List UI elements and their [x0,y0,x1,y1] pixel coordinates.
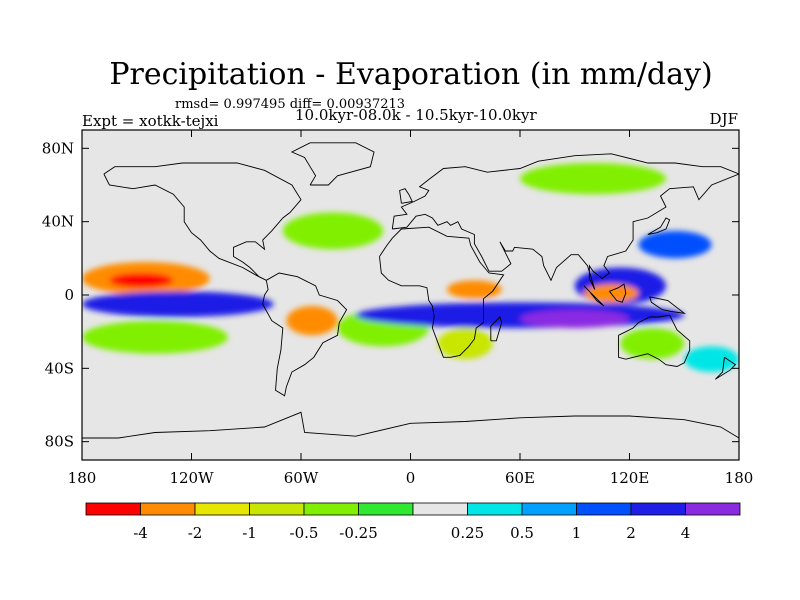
x-tick-label: 180 [725,469,754,487]
season-label: DJF [710,110,738,128]
colorbar-label: -0.5 [290,524,319,542]
x-tick-label: 120W [169,469,214,487]
x-tick-label: 120E [610,469,650,487]
x-tick-label: 60E [505,469,535,487]
south-africa-green [437,328,493,360]
madagascar-coast [490,316,503,342]
colorbar-swatch [249,502,305,516]
x-tick-label: 180 [68,469,97,487]
west-africa-dry [447,280,502,299]
period-label: 10.0kyr-08.0k - 10.5kyr-10.0kyr [295,106,537,124]
field-layer [82,163,739,372]
colorbar-swatch [140,502,196,516]
y-tick-label: 80S [45,433,74,451]
south-pacific-green [82,320,228,354]
uk-coast [399,188,413,204]
indian-ocean-purple [520,309,630,329]
colorbar-swatch [685,502,741,516]
greenland-coast [290,142,375,186]
colorbar-swatch [358,502,414,516]
south-america-coast [262,272,348,397]
new-zealand-coast [714,356,737,380]
colorbar-label: -1 [242,524,257,542]
colorbar-label: 0.5 [510,524,534,542]
north-pacific-blue [638,230,712,259]
coastlines [82,142,739,439]
north-america-coast [103,162,302,281]
colorbar: -4 -2 -1 -0.5 -0.25 0.25 0.5 1 2 4 [85,502,741,542]
x-tick-label: 60W [284,469,319,487]
y-tick-label: 0 [64,286,74,304]
stats-label: rmsd= 0.997495 diff= 0.00937213 [175,97,405,112]
colorbar-label: 4 [681,524,691,542]
eurasia-coast [391,153,739,290]
y-tick-label: 40S [45,359,74,377]
central-pacific-dry-core [109,273,174,288]
atlantic-indian-wet-band [355,302,685,328]
colorbar-swatch [303,502,359,516]
y-tick-label: 40N [42,213,74,231]
amazon-dry [286,306,338,336]
siberia-green [520,163,666,195]
map-panel: 180 120W 60W 0 60E 120E 180 80N 40N 0 40S 80S [42,129,754,487]
x-tick-label: 0 [406,469,416,487]
japan-coast [647,217,671,235]
colorbar-swatch [630,502,686,516]
north-atlantic-green [282,212,384,250]
experiment-label: Expt = xotkk-tejxi [82,112,219,130]
antarctica-coast [82,411,739,439]
australia-coast [618,314,691,367]
colorbar-label: -2 [188,524,203,542]
y-tick-label: 80N [42,139,74,157]
colorbar-swatch [576,502,632,516]
colorbar-label: 2 [626,524,636,542]
y-axis: 80N 40N 0 40S 80S [42,139,739,451]
colorbar-swatch [194,502,250,516]
borneo-coast [609,283,627,303]
colorbar-label: 0.25 [451,524,484,542]
africa-coast [379,226,505,358]
colorbar-swatch [521,502,577,516]
colorbar-label: -0.25 [339,524,377,542]
colorbar-label: 1 [572,524,582,542]
title: Precipitation - Evaporation (in mm/day) [109,57,712,92]
new-guinea-coast [649,296,686,314]
australia-green [620,328,685,360]
pacific-wet-band [82,291,274,317]
colorbar-swatch [467,502,523,516]
southern-ocean-cyan [684,346,739,372]
colorbar-swatch [85,502,141,516]
sumatra-coast [583,285,605,307]
colorbar-swatch [412,502,468,516]
x-axis: 180 120W 60W 0 60E 120E 180 [68,130,754,487]
colorbar-label: -4 [133,524,148,542]
